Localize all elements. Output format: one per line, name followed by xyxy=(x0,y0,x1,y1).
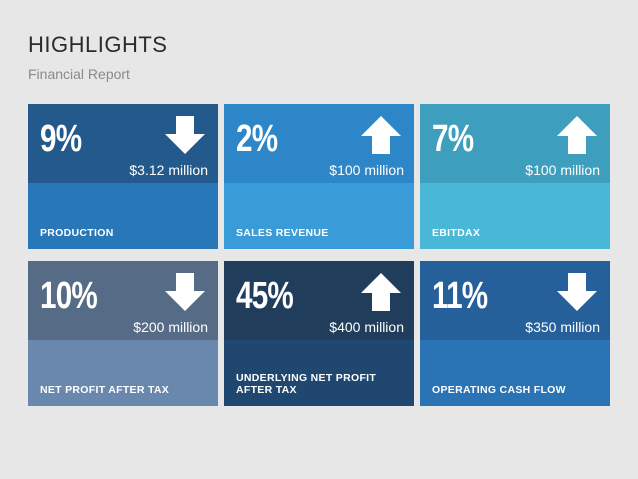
kpi-card-sales-revenue: 2% $100 million SALES REVENUE xyxy=(224,104,414,249)
kpi-label: NET PROFIT AFTER TAX xyxy=(40,384,170,396)
arrow-down-icon xyxy=(557,273,597,311)
kpi-percent: 45% xyxy=(236,275,294,317)
kpi-card-underlying-net-profit: 45% $400 million UNDERLYING NET PROFIT A… xyxy=(224,261,414,406)
kpi-label: SALES REVENUE xyxy=(236,227,329,239)
arrow-up-icon xyxy=(361,116,401,154)
kpi-card-bottom xyxy=(28,183,218,249)
kpi-card-net-profit-after-tax: 10% $200 million NET PROFIT AFTER TAX xyxy=(28,261,218,406)
kpi-amount: $3.12 million xyxy=(129,162,208,178)
kpi-percent: 11% xyxy=(432,275,488,317)
page-subtitle: Financial Report xyxy=(28,66,130,82)
arrow-down-icon xyxy=(165,273,205,311)
kpi-percent: 2% xyxy=(236,118,278,160)
arrow-up-icon xyxy=(557,116,597,154)
kpi-amount: $400 million xyxy=(329,319,404,335)
page-title: HIGHLIGHTS xyxy=(28,32,168,57)
kpi-label: UNDERLYING NET PROFIT AFTER TAX xyxy=(236,372,377,396)
kpi-percent: 10% xyxy=(40,275,98,317)
arrow-up-icon xyxy=(361,273,401,311)
arrow-down-icon xyxy=(165,116,205,154)
kpi-label: PRODUCTION xyxy=(40,227,114,239)
kpi-card-bottom xyxy=(28,340,218,406)
kpi-card-operating-cash-flow: 11% $350 million OPERATING CASH FLOW xyxy=(420,261,610,406)
kpi-card-production: 9% $3.12 million PRODUCTION xyxy=(28,104,218,249)
kpi-card-bottom xyxy=(420,183,610,249)
kpi-card-bottom xyxy=(420,340,610,406)
kpi-amount: $350 million xyxy=(525,319,600,335)
kpi-card-bottom xyxy=(224,183,414,249)
kpi-card-bottom xyxy=(224,340,414,406)
kpi-percent: 7% xyxy=(432,118,474,160)
kpi-amount: $100 million xyxy=(329,162,404,178)
kpi-percent: 9% xyxy=(40,118,82,160)
kpi-card-ebitdax: 7% $100 million EBITDAX xyxy=(420,104,610,249)
kpi-label: OPERATING CASH FLOW xyxy=(432,384,566,396)
kpi-label: EBITDAX xyxy=(432,227,481,239)
kpi-amount: $200 million xyxy=(133,319,208,335)
kpi-amount: $100 million xyxy=(525,162,600,178)
